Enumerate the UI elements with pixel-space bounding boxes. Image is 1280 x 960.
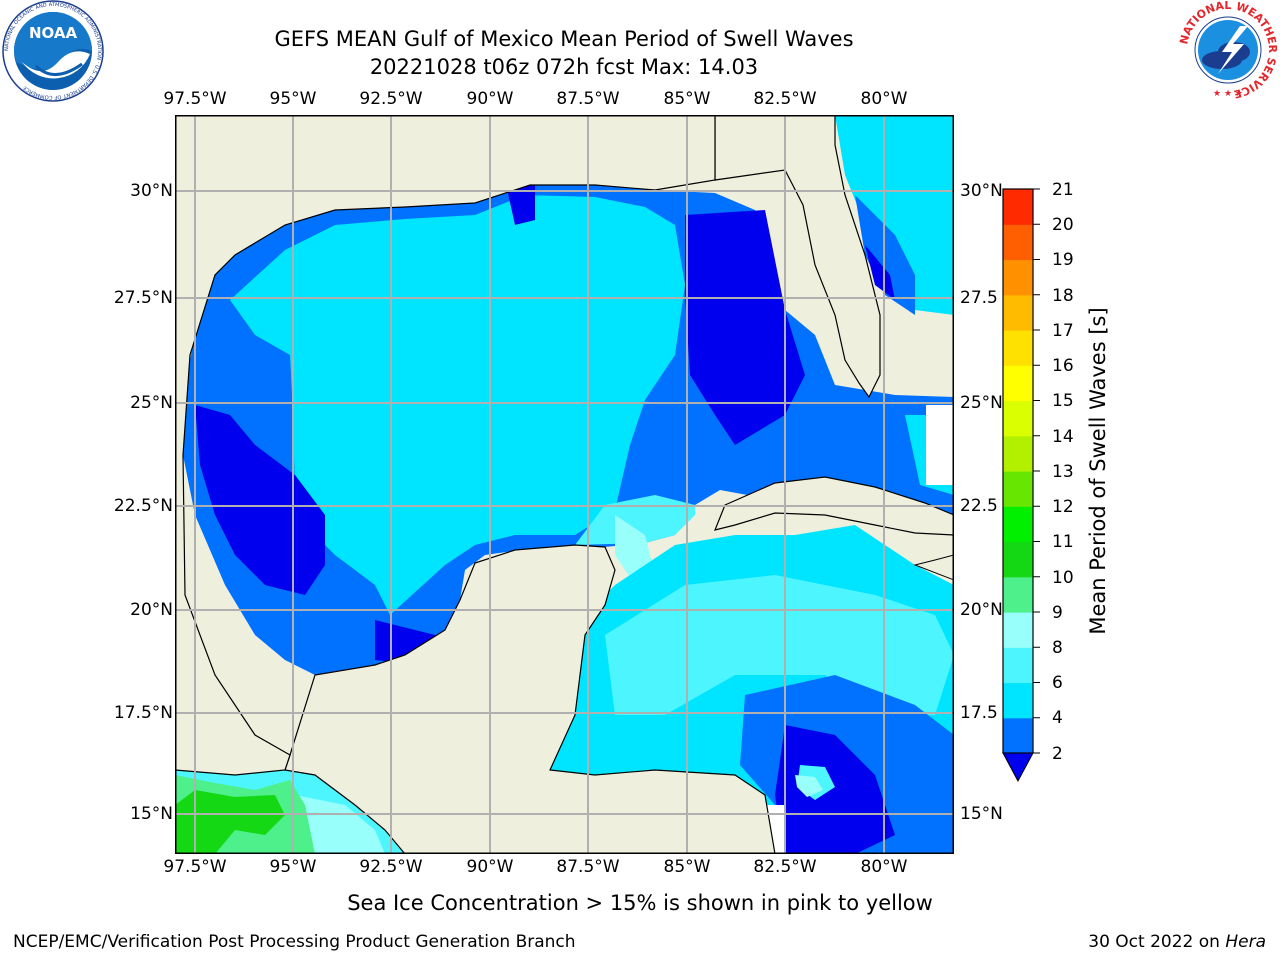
- footer-date-text: 30 Oct 2022 on: [1088, 932, 1226, 952]
- colorbar-segments: [1003, 189, 1033, 754]
- lat-tick-right: 27.5: [960, 288, 998, 308]
- colorbar-segment: [1003, 259, 1033, 296]
- lon-tick-top: 95°W: [269, 89, 317, 109]
- colorbar-title: Mean Period of Swell Waves [s]: [1086, 307, 1110, 635]
- noaa-logo-text: NOAA: [29, 24, 78, 42]
- map-title: GEFS MEAN Gulf of Mexico Mean Period of …: [274, 27, 854, 51]
- lat-tick-left: 20°N: [130, 600, 173, 620]
- lat-tick-right: 17.5: [960, 703, 998, 723]
- lat-tick-left: 27.5°N: [113, 288, 173, 308]
- lat-tick-left: 17.5°N: [113, 703, 173, 723]
- colorbar-tick-label: 11: [1052, 532, 1074, 552]
- lat-tick-left: 30°N: [130, 181, 173, 201]
- lon-tick-top: 92.5°W: [359, 89, 423, 109]
- lon-tick-top: 90°W: [466, 89, 514, 109]
- colorbar-tick-label: 6: [1052, 673, 1063, 693]
- lon-tick-bottom: 95°W: [269, 857, 317, 877]
- map-subtitle: 20221028 t06z 072h fcst Max: 14.03: [369, 55, 759, 79]
- colorbar-tick-label: 20: [1052, 215, 1074, 235]
- lat-tick-right: 20°N: [960, 600, 1003, 620]
- colorbar-tick-label: 4: [1052, 708, 1063, 728]
- lon-tick-bottom: 92.5°W: [359, 857, 423, 877]
- colorbar-under-extension: [1002, 752, 1034, 783]
- nws-logo-icon: NATIONAL WEATHER SERVICE ★ ★ ★: [1178, 0, 1278, 100]
- lon-tick-bottom: 85°W: [663, 857, 711, 877]
- colorbar-tick-label: 12: [1052, 497, 1074, 517]
- graticule: [175, 115, 954, 854]
- lat-tick-right: 15°N: [960, 804, 1003, 824]
- colorbar-segment: [1003, 506, 1033, 543]
- lat-tick-left: 22.5°N: [113, 496, 173, 516]
- sea-ice-caption-text: Sea Ice Concentration > 15% is shown in …: [347, 891, 933, 915]
- colorbar-tick-label: 9: [1052, 603, 1063, 623]
- noaa-logo-icon: NOAA NATIONAL OCEANIC AND ATMOSPHERIC AD…: [2, 0, 104, 102]
- colorbar-segment: [1003, 612, 1033, 648]
- colorbar-segment: [1003, 717, 1033, 754]
- colorbar-tick-label: 16: [1052, 356, 1074, 376]
- colorbar-tick-label: 17: [1052, 321, 1074, 341]
- colorbar-tick-label: 21: [1052, 180, 1074, 200]
- lon-tick-top: 82.5°W: [753, 89, 817, 109]
- nws-stars-icon: ★ ★ ★: [1213, 89, 1243, 99]
- lat-tick-right: 22.5: [960, 496, 998, 516]
- colorbar-segment: [1003, 189, 1033, 225]
- lon-tick-bottom: 82.5°W: [753, 857, 817, 877]
- lon-tick-top: 97.5°W: [163, 89, 227, 109]
- lat-tick-right: 25°N: [960, 393, 1003, 413]
- lon-tick-top: 87.5°W: [556, 89, 620, 109]
- colorbar-tick-label: 2: [1052, 744, 1063, 764]
- colorbar-segment: [1003, 330, 1033, 366]
- footer-date: 30 Oct 2022 on Hera: [1088, 932, 1266, 952]
- colorbar-segment: [1003, 541, 1033, 578]
- colorbar-segment: [1003, 224, 1033, 261]
- colorbar-segment: [1003, 682, 1033, 719]
- colorbar-tick-label: 18: [1052, 286, 1074, 306]
- colorbar-segment: [1003, 647, 1033, 684]
- lon-tick-bottom: 90°W: [466, 857, 514, 877]
- map-frame: [175, 115, 954, 854]
- colorbar-tick-label: 8: [1052, 638, 1063, 658]
- lat-tick-right: 30°N: [960, 181, 1003, 201]
- colorbar-segment: [1003, 365, 1033, 402]
- colorbar-tick-label: 13: [1052, 462, 1074, 482]
- footer-credit: NCEP/EMC/Verification Post Processing Pr…: [13, 932, 576, 952]
- colorbar-segment: [1003, 471, 1033, 507]
- lon-tick-top: 85°W: [663, 89, 711, 109]
- atlantic-swell-field: [835, 115, 954, 510]
- lon-tick-bottom: 87.5°W: [556, 857, 620, 877]
- colorbar-segment: [1003, 294, 1033, 331]
- colorbar-tick-label: 19: [1052, 250, 1074, 270]
- footer-machine-name: Hera: [1225, 932, 1266, 952]
- lon-tick-top: 80°W: [860, 89, 908, 109]
- colorbar-segment: [1003, 400, 1033, 437]
- colorbar-segment: [1003, 576, 1033, 613]
- map-panel: [175, 115, 954, 854]
- lon-tick-bottom: 80°W: [860, 857, 908, 877]
- land-masses: [175, 115, 954, 854]
- colorbar-tick-label: 14: [1052, 427, 1074, 447]
- colorbar-tick-label: 15: [1052, 391, 1074, 411]
- lat-tick-left: 25°N: [130, 393, 173, 413]
- sea-ice-caption: Sea Ice Concentration > 15% is shown in …: [0, 891, 1280, 915]
- colorbar-tick-label: 10: [1052, 568, 1074, 588]
- colorbar-segment: [1003, 435, 1033, 472]
- lon-tick-bottom: 97.5°W: [163, 857, 227, 877]
- lat-tick-left: 15°N: [130, 804, 173, 824]
- colorbar: [1002, 188, 1040, 783]
